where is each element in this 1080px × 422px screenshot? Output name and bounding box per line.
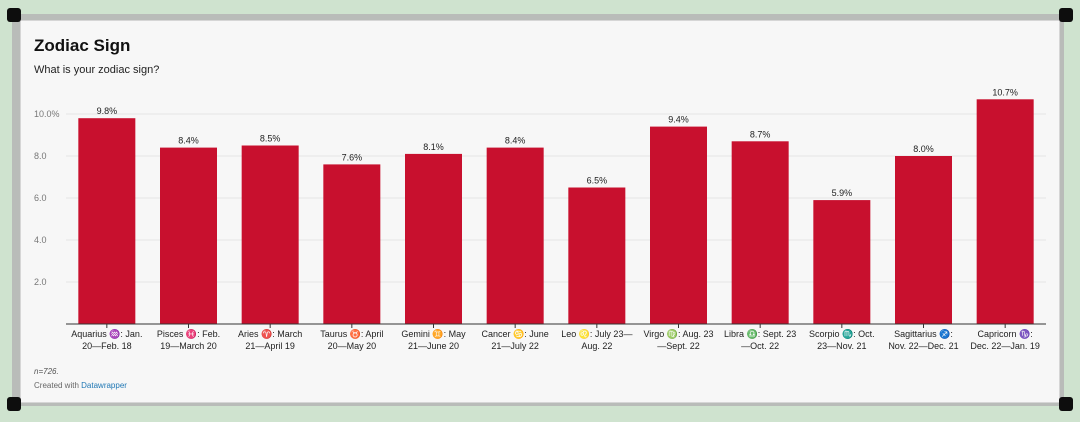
bar — [650, 126, 707, 324]
category-label: Aug. 22 — [581, 341, 612, 351]
category-label: Sagittarius ♐: — [894, 328, 953, 339]
bar — [976, 99, 1034, 324]
bar — [895, 156, 952, 324]
bar — [323, 164, 381, 324]
credit-prefix: Created with — [34, 381, 82, 390]
data-label: 9.4% — [668, 115, 689, 125]
category-label: 21—April 19 — [245, 341, 295, 351]
y-tick-label: 2.0 — [34, 277, 47, 287]
datawrapper-link[interactable]: Datawrapper — [81, 381, 127, 390]
category-label: 19—March 20 — [160, 341, 217, 351]
data-label: 5.9% — [832, 188, 853, 198]
bar — [241, 145, 299, 324]
category-label: Aquarius ♒: Jan. — [71, 328, 142, 339]
data-label: 8.4% — [505, 136, 526, 146]
data-label: 8.7% — [750, 129, 771, 139]
sample-size-note: n=726. — [34, 367, 59, 376]
bar — [78, 118, 136, 324]
data-label: 8.0% — [913, 144, 934, 154]
category-label: 21—July 22 — [491, 341, 539, 351]
chart-subtitle: What is your zodiac sign? — [34, 64, 160, 76]
gridlines: 2.0 4.0 6.0 8.0 10.0% — [34, 109, 1046, 287]
bars — [78, 99, 1034, 324]
category-label: Dec. 22—Jan. 19 — [970, 341, 1040, 351]
category-label: Libra ♎: Sept. 23 — [724, 328, 796, 339]
category-label: —Sept. 22 — [657, 341, 700, 351]
category-label: 20—May 20 — [328, 341, 377, 351]
category-label: Pisces ♓: Feb. — [157, 328, 220, 339]
category-label: 20—Feb. 18 — [82, 341, 132, 351]
data-label: 8.1% — [423, 142, 444, 152]
corner-handle-top-left — [7, 8, 21, 22]
y-tick-label: 10.0% — [34, 109, 60, 119]
y-tick-label: 8.0 — [34, 151, 47, 161]
credit-line: Created with Datawrapper — [34, 381, 127, 390]
y-tick-label: 4.0 — [34, 235, 47, 245]
bar — [160, 147, 217, 324]
category-label: Taurus ♉: April — [320, 328, 383, 339]
category-label: —Oct. 22 — [741, 341, 779, 351]
bar — [486, 147, 544, 324]
labels: 9.8% Aquarius ♒: Jan. 20—Feb. 18 8.4% Pisces… — [71, 87, 1040, 351]
corner-handle-top-right — [1059, 8, 1073, 22]
bar — [405, 153, 462, 324]
bar — [568, 187, 626, 324]
category-label: Leo ♌: July 23— — [561, 328, 632, 339]
data-label: 8.5% — [260, 134, 281, 144]
corner-handle-bottom-right — [1059, 397, 1073, 411]
category-label: Nov. 22—Dec. 21 — [888, 341, 958, 351]
category-label: Capricorn ♑: — [978, 328, 1033, 339]
category-label: Scorpio ♏: Oct. — [809, 328, 875, 339]
data-label: 8.4% — [178, 136, 199, 146]
data-label: 10.7% — [992, 87, 1018, 97]
data-label: 9.8% — [97, 106, 118, 116]
data-label: 6.5% — [587, 176, 608, 186]
data-label: 7.6% — [342, 152, 363, 162]
category-label: 21—June 20 — [408, 341, 459, 351]
category-label: Cancer ♋: June — [482, 328, 549, 339]
bar — [813, 200, 871, 324]
category-label: 23—Nov. 21 — [817, 341, 866, 351]
category-label: Virgo ♍: Aug. 23 — [643, 328, 713, 339]
bar — [731, 141, 789, 324]
category-label: Aries ♈: March — [238, 328, 302, 339]
category-label: Gemini ♊: May — [401, 328, 466, 339]
corner-handle-bottom-left — [7, 397, 21, 411]
y-tick-label: 6.0 — [34, 193, 47, 203]
chart-title: Zodiac Sign — [34, 36, 131, 55]
